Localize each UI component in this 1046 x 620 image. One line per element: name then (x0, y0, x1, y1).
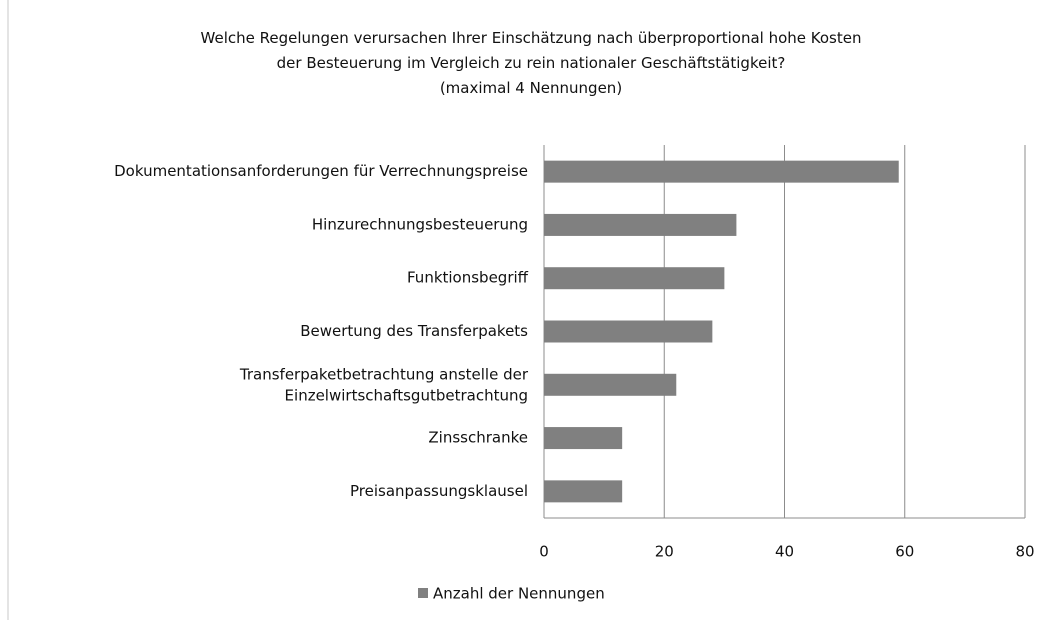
x-tick-label: 60 (895, 543, 914, 561)
legend-swatch (418, 588, 428, 598)
bar (544, 160, 899, 183)
x-tick-label: 20 (655, 543, 674, 561)
y-tick-label: Bewertung des Transferpakets (300, 322, 528, 340)
bar (544, 320, 713, 343)
bar (544, 480, 623, 503)
y-tick-label: Zinsschranke (428, 429, 528, 447)
legend-label: Anzahl der Nennungen (433, 585, 605, 603)
y-tick-label: Transferpaketbetrachtung anstelle der Ein… (239, 365, 529, 404)
chart-title: Welche Regelungen verursachen Ihrer Eins… (201, 29, 862, 97)
bar (544, 213, 737, 236)
x-tick-label: 80 (1015, 543, 1034, 561)
bar (544, 267, 725, 290)
x-tick-label: 0 (539, 543, 549, 561)
y-tick-label: Dokumentationsanforderungen für Verrechn… (114, 162, 528, 180)
chart-frame (7, 0, 9, 620)
y-tick-label: Hinzurechnungsbesteuerung (312, 215, 528, 233)
y-tick-label: Funktionsbegriff (407, 269, 529, 287)
bar (544, 373, 677, 396)
x-tick-label: 40 (775, 543, 794, 561)
y-tick-label: Preisanpassungsklausel (350, 482, 528, 500)
bar (544, 427, 623, 450)
